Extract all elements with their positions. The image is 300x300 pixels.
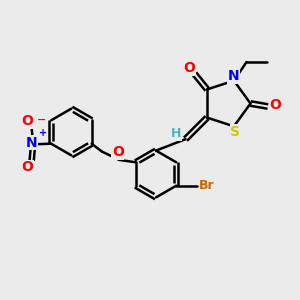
Text: O: O [183, 61, 195, 75]
Text: Br: Br [200, 178, 215, 192]
Text: S: S [230, 125, 240, 139]
Text: O: O [21, 114, 33, 128]
Text: −: − [37, 114, 46, 124]
Text: N: N [228, 69, 240, 83]
Text: O: O [112, 146, 124, 159]
Text: O: O [21, 160, 33, 174]
Text: H: H [171, 127, 182, 140]
Text: O: O [269, 98, 281, 112]
Text: +: + [38, 128, 47, 138]
Text: N: N [26, 136, 38, 150]
